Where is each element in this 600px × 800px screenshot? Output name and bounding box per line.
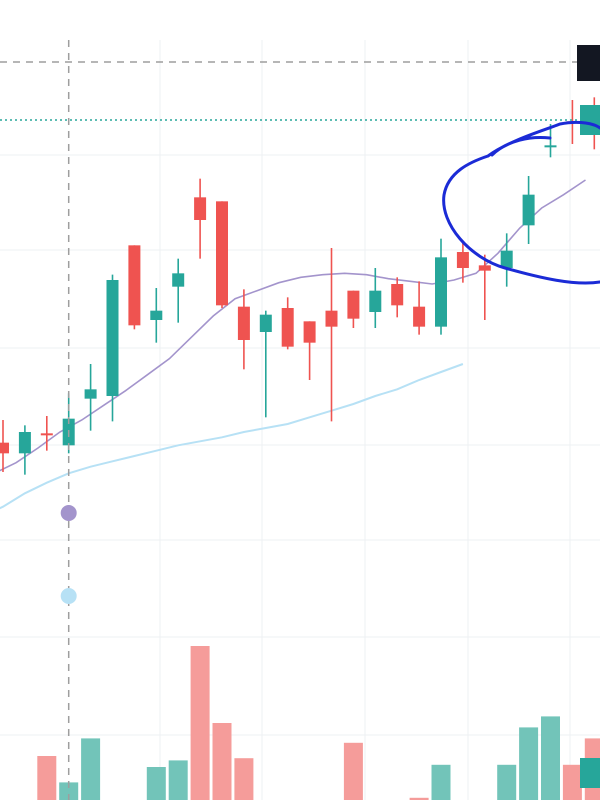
crosshair-marker-ma-short xyxy=(60,505,77,521)
candle-body-20 xyxy=(435,257,447,327)
volume-bar-16 xyxy=(343,742,363,800)
candle-2 xyxy=(40,416,53,451)
candle-5 xyxy=(106,274,119,422)
candle-6 xyxy=(128,245,141,330)
volume-bar-7 xyxy=(146,767,166,800)
candle-10 xyxy=(216,201,228,308)
candle-body-1 xyxy=(18,432,31,454)
candle-13 xyxy=(281,297,294,350)
candle-body-11 xyxy=(237,306,250,340)
candle-18 xyxy=(391,277,404,318)
candle-22 xyxy=(478,254,491,320)
candle-body-15 xyxy=(325,310,338,327)
candle-body-10 xyxy=(216,201,228,306)
volume-bar-4 xyxy=(81,738,101,800)
grid xyxy=(0,40,600,800)
candle-16 xyxy=(347,290,360,328)
candle-body-25 xyxy=(544,145,557,148)
candle-body-5 xyxy=(106,280,119,396)
volume-bars xyxy=(37,646,600,800)
candle-21 xyxy=(456,241,469,283)
candle-19 xyxy=(413,281,426,335)
candle-body-18 xyxy=(391,284,404,306)
candle-0 xyxy=(0,420,9,472)
volume-bar-26 xyxy=(562,764,582,800)
candle-15 xyxy=(325,248,338,422)
candle-23 xyxy=(500,233,513,287)
candle-14 xyxy=(303,321,316,380)
volume-bar-11 xyxy=(234,758,254,800)
annotation-circle xyxy=(442,120,600,285)
crosshair-marker-ma-long xyxy=(60,588,77,604)
candle-body-7 xyxy=(150,310,163,320)
volume-bar-2 xyxy=(37,756,57,800)
candle-body-14 xyxy=(303,321,316,343)
volume-bar-10 xyxy=(212,723,232,800)
candle-body-21 xyxy=(456,252,469,268)
candle-body-6 xyxy=(128,245,141,326)
candle-body-23 xyxy=(500,250,513,268)
moving-averages xyxy=(0,179,586,510)
candle-4 xyxy=(84,364,97,431)
crosshair-price-tag xyxy=(577,45,600,81)
candle-11 xyxy=(237,289,250,370)
candle-body-8 xyxy=(172,273,185,287)
candle-8 xyxy=(172,258,185,323)
volume-bar-24 xyxy=(519,727,539,800)
candle-body-2 xyxy=(40,433,53,436)
volume-bar-9 xyxy=(190,646,210,800)
candle-12 xyxy=(259,310,272,418)
candle-body-4 xyxy=(84,389,97,399)
candle-25 xyxy=(544,124,557,158)
candle-body-24 xyxy=(522,194,535,226)
ma-short-line xyxy=(0,179,586,472)
candle-24 xyxy=(522,176,535,244)
volume-bar-20 xyxy=(431,764,451,800)
candle-body-19 xyxy=(413,306,426,327)
candle-20 xyxy=(435,238,447,335)
ma-long-line xyxy=(0,363,464,510)
volume-bar-25 xyxy=(541,716,560,800)
candle-1 xyxy=(18,425,31,475)
candle-body-22 xyxy=(478,265,491,271)
overlays xyxy=(0,40,600,800)
candle-7 xyxy=(150,288,163,343)
last-volume-tag xyxy=(580,758,600,788)
candle-body-13 xyxy=(281,308,294,347)
candle-body-0 xyxy=(0,442,9,454)
volume-bar-19 xyxy=(409,797,429,800)
candle-body-12 xyxy=(259,314,272,332)
candle-17 xyxy=(369,268,382,328)
volume-bar-8 xyxy=(168,760,188,800)
volume-bar-23 xyxy=(497,764,517,800)
candles xyxy=(0,97,600,475)
volume-bar-3 xyxy=(59,782,79,800)
candle-9 xyxy=(194,178,207,259)
last-price-tag xyxy=(580,105,600,135)
candle-body-9 xyxy=(194,197,207,220)
candle-body-16 xyxy=(347,290,360,319)
candle-body-17 xyxy=(369,290,382,312)
